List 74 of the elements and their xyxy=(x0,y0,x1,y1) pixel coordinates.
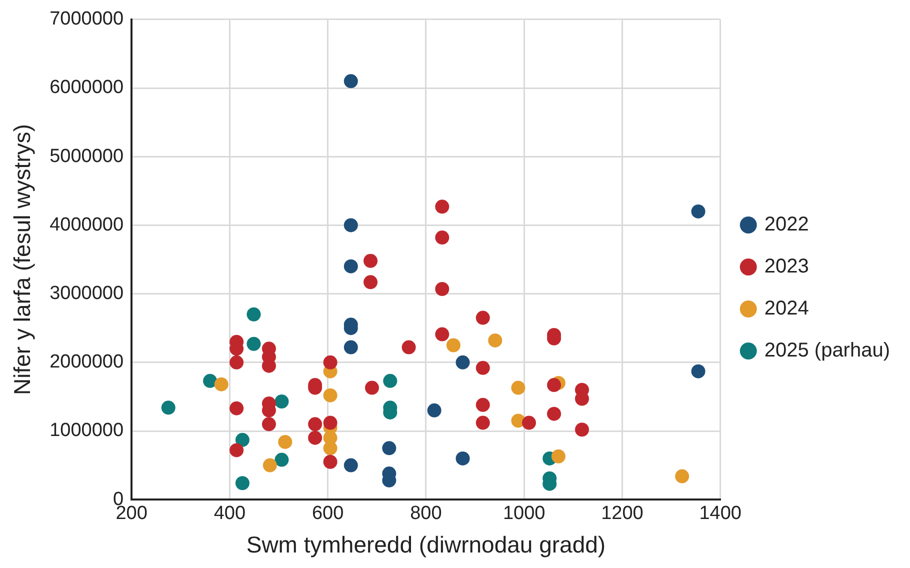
point xyxy=(691,364,706,378)
x-axis-title: Swm tymheredd (diwrnodau gradd) xyxy=(246,532,606,558)
point xyxy=(323,441,338,456)
y-tick-label: 6000000 xyxy=(50,77,124,98)
point xyxy=(323,416,338,430)
point xyxy=(364,254,378,268)
point xyxy=(344,340,358,354)
point xyxy=(691,204,706,218)
y-tick-label: 2000000 xyxy=(50,352,124,373)
point xyxy=(230,443,244,458)
y-tick-label: 4000000 xyxy=(50,214,124,236)
point xyxy=(435,200,450,214)
point xyxy=(551,449,566,464)
point xyxy=(446,338,460,352)
point xyxy=(364,380,379,395)
point xyxy=(364,275,378,290)
point xyxy=(456,451,470,466)
point xyxy=(547,378,562,392)
point xyxy=(235,432,250,447)
legend-label: 2024 xyxy=(764,298,809,320)
point xyxy=(675,469,690,484)
point xyxy=(230,401,244,416)
point xyxy=(476,360,490,375)
point xyxy=(574,422,589,437)
legend-label: 2023 xyxy=(764,256,809,278)
point xyxy=(344,259,358,274)
x-tick-label: 800 xyxy=(410,503,442,524)
x-tick-label: 1200 xyxy=(601,503,644,524)
x-tick-label: 1400 xyxy=(699,503,742,524)
point xyxy=(278,434,292,449)
point xyxy=(323,355,338,370)
point xyxy=(323,388,338,402)
y-tick-label: 1000000 xyxy=(50,420,124,442)
point xyxy=(203,374,218,388)
point xyxy=(274,394,289,408)
point xyxy=(344,218,358,232)
point xyxy=(435,230,450,245)
point xyxy=(435,327,450,342)
y-tick-label: 3000000 xyxy=(50,283,124,304)
point xyxy=(383,374,398,388)
point xyxy=(511,380,526,395)
x-tick-label: 400 xyxy=(214,503,246,524)
x-tick-label: 600 xyxy=(312,503,344,524)
legend-label: 2022 xyxy=(764,214,809,236)
y-tick-label: 5000000 xyxy=(50,146,124,167)
point xyxy=(476,398,490,412)
y-axis-title: Nifer y larfa (fesul wystrys) xyxy=(9,124,36,395)
point xyxy=(382,441,396,456)
point xyxy=(274,452,289,467)
legend-label: 2025 (parhau) xyxy=(764,340,890,362)
point xyxy=(308,417,322,432)
point xyxy=(214,377,228,392)
point xyxy=(323,454,338,469)
point xyxy=(308,430,322,445)
point xyxy=(547,406,562,421)
point xyxy=(476,416,490,430)
point xyxy=(262,458,277,472)
point xyxy=(488,333,502,348)
point xyxy=(246,307,261,322)
point xyxy=(262,417,276,432)
point xyxy=(402,340,416,354)
y-tick-label: 7000000 xyxy=(50,8,124,30)
point xyxy=(344,458,358,472)
point xyxy=(235,476,250,490)
x-tick-label: 1000 xyxy=(502,503,546,524)
point xyxy=(246,336,261,351)
point xyxy=(427,403,442,418)
point xyxy=(344,74,358,88)
point xyxy=(230,355,244,370)
point xyxy=(161,400,176,415)
point xyxy=(522,416,536,430)
point xyxy=(435,282,450,296)
point xyxy=(476,310,490,325)
point xyxy=(456,355,470,370)
